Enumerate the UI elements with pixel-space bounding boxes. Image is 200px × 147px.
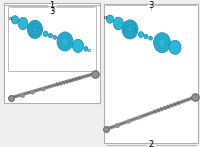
Ellipse shape bbox=[11, 16, 19, 24]
Bar bbox=[4, 3, 100, 103]
Ellipse shape bbox=[43, 31, 48, 36]
Ellipse shape bbox=[122, 20, 138, 39]
Text: o: o bbox=[88, 48, 91, 53]
Text: 2: 2 bbox=[148, 140, 154, 147]
Ellipse shape bbox=[27, 20, 43, 39]
Text: o: o bbox=[104, 15, 107, 20]
Ellipse shape bbox=[48, 33, 52, 38]
Ellipse shape bbox=[106, 15, 114, 23]
Bar bbox=[104, 4, 198, 143]
Ellipse shape bbox=[53, 35, 57, 39]
Ellipse shape bbox=[138, 32, 144, 37]
Text: 3: 3 bbox=[49, 7, 55, 16]
Text: 1: 1 bbox=[49, 1, 55, 10]
Ellipse shape bbox=[18, 17, 28, 30]
Text: o: o bbox=[9, 16, 12, 21]
Ellipse shape bbox=[113, 17, 123, 30]
Ellipse shape bbox=[149, 36, 152, 40]
Ellipse shape bbox=[57, 32, 73, 51]
Text: 3: 3 bbox=[148, 1, 154, 10]
Ellipse shape bbox=[84, 46, 88, 51]
Ellipse shape bbox=[144, 34, 148, 39]
Ellipse shape bbox=[72, 39, 84, 52]
Bar bbox=[8, 6, 96, 71]
Ellipse shape bbox=[154, 33, 170, 53]
Ellipse shape bbox=[169, 40, 181, 54]
